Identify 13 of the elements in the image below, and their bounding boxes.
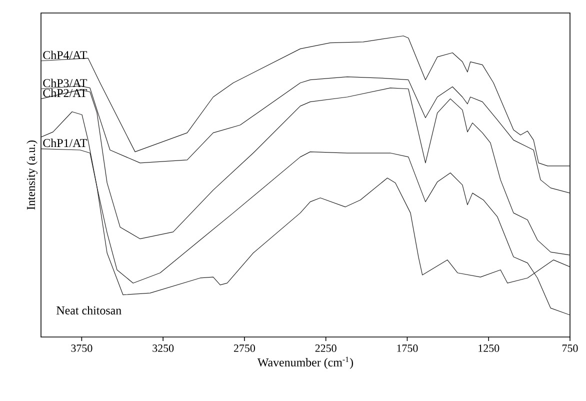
series-label: Neat chitosan: [56, 306, 122, 314]
series-label: ChP3/AT: [43, 78, 88, 88]
x-tick-label: 3250: [152, 344, 174, 352]
x-tick-label: 3750: [71, 344, 92, 352]
series-label: ChP4/AT: [43, 50, 88, 60]
x-tick-label: 2250: [315, 344, 336, 352]
x-axis-title: Wavenumber (cm$^{-1}$): [257, 356, 354, 369]
x-tick-label: 750: [562, 344, 578, 352]
y-axis-title: Intensity (a.u.): [26, 140, 38, 210]
x-tick-label: 1750: [397, 344, 418, 352]
x-tick-label: 1250: [478, 344, 500, 352]
x-tick-label: 2750: [234, 344, 255, 352]
series-label: ChP1/AT: [43, 138, 88, 148]
